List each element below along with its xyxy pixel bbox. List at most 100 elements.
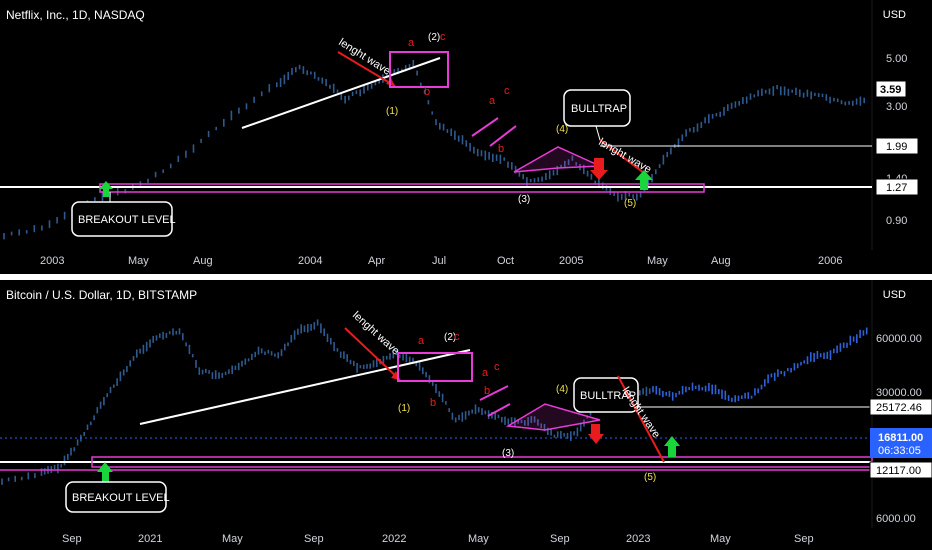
chart-title: Netflix, Inc., 1D, NASDAQ bbox=[6, 8, 145, 22]
price-candle bbox=[492, 153, 494, 162]
price-candle bbox=[442, 123, 445, 131]
price-candle bbox=[517, 419, 519, 424]
breakout-callout bbox=[65, 481, 167, 513]
bitcoin-chart-canvas[interactable]: 60000.00 30000.00 6000.00 lenght wave (2… bbox=[0, 280, 932, 550]
price-candle bbox=[458, 414, 460, 421]
price-candle bbox=[510, 417, 513, 424]
abc-label-b: b bbox=[498, 143, 504, 155]
netflix-chart-panel[interactable]: 5.00 3.00 1.40 0.90 lenght wave (2) a b … bbox=[0, 0, 932, 274]
price-candle bbox=[18, 229, 20, 236]
trend-line bbox=[139, 349, 471, 425]
price-candle bbox=[439, 122, 441, 130]
price-candle bbox=[501, 416, 503, 423]
price-candle bbox=[234, 365, 237, 370]
price-candle bbox=[431, 381, 434, 386]
price-candle bbox=[570, 431, 572, 441]
price-candle bbox=[494, 412, 496, 420]
level-price-label: 25172.46 bbox=[876, 402, 922, 414]
correction-line bbox=[487, 403, 511, 417]
wave-label-4: (4) bbox=[556, 124, 568, 135]
wave-label-5: (5) bbox=[644, 472, 656, 483]
price-candle bbox=[307, 324, 309, 333]
price-candle bbox=[175, 330, 178, 335]
price-candle bbox=[749, 93, 752, 100]
level-price-badge bbox=[875, 178, 919, 196]
price-candle bbox=[511, 162, 513, 170]
wave-4-channel bbox=[505, 403, 601, 431]
price-candle bbox=[165, 333, 168, 338]
price-candle bbox=[450, 128, 452, 137]
price-candle bbox=[147, 178, 149, 183]
current-price-badge bbox=[875, 80, 907, 98]
price-candle bbox=[94, 197, 96, 201]
price-candle bbox=[416, 70, 418, 76]
price-candle bbox=[757, 90, 759, 97]
price-candle bbox=[776, 85, 778, 90]
price-candle bbox=[526, 177, 528, 187]
netflix-chart-canvas[interactable]: 5.00 3.00 1.40 0.90 lenght wave (2) a b … bbox=[0, 0, 932, 274]
price-candle bbox=[747, 392, 750, 399]
correction-line bbox=[489, 125, 517, 147]
price-candle bbox=[247, 358, 250, 362]
price-candle bbox=[865, 327, 868, 335]
price-candle bbox=[188, 344, 191, 355]
abc-label-c: c bbox=[494, 361, 500, 373]
price-candle bbox=[48, 220, 51, 228]
price-candle bbox=[14, 475, 16, 482]
price-candle bbox=[689, 128, 691, 132]
level-price-label: 1.99 bbox=[886, 141, 907, 153]
price-candle bbox=[332, 83, 335, 93]
price-candle bbox=[795, 87, 797, 95]
price-candle bbox=[399, 354, 401, 358]
price-candle bbox=[598, 178, 600, 188]
time-axis-label: Jul bbox=[432, 255, 446, 267]
price-candle bbox=[336, 89, 339, 93]
price-candle bbox=[177, 155, 180, 162]
price-candle bbox=[122, 369, 125, 376]
price-candle bbox=[90, 421, 92, 426]
time-axis-label: May bbox=[128, 255, 149, 267]
price-candle bbox=[40, 468, 43, 476]
price-candle bbox=[149, 339, 151, 348]
price-candle bbox=[810, 352, 812, 362]
price-candle bbox=[484, 150, 487, 161]
price-candle bbox=[810, 91, 812, 100]
price-candle bbox=[195, 360, 197, 368]
breakout-callout bbox=[71, 201, 173, 237]
time-axis-label: Apr bbox=[368, 255, 385, 267]
price-candle bbox=[178, 328, 181, 335]
price-candle bbox=[182, 333, 184, 341]
price-candle bbox=[76, 439, 79, 446]
price-candle bbox=[825, 94, 828, 101]
price-candle bbox=[520, 419, 523, 424]
price-candle bbox=[533, 178, 536, 183]
price-candle bbox=[316, 319, 319, 326]
price-candle bbox=[86, 424, 89, 430]
time-axis-label: May bbox=[710, 533, 731, 545]
price-candle bbox=[264, 351, 266, 355]
price-candle bbox=[545, 172, 547, 181]
bitcoin-chart-panel[interactable]: 60000.00 30000.00 6000.00 lenght wave (2… bbox=[0, 280, 932, 550]
price-candle bbox=[408, 64, 411, 70]
price-candle bbox=[356, 363, 358, 373]
price-candle bbox=[310, 324, 312, 331]
price-candle bbox=[372, 360, 375, 368]
time-axis-label: Sep bbox=[794, 533, 814, 545]
price-candle bbox=[636, 193, 638, 201]
panel-divider[interactable] bbox=[0, 274, 932, 280]
price-candle bbox=[385, 355, 388, 360]
price-candle bbox=[359, 365, 362, 369]
price-candle bbox=[715, 113, 718, 117]
price-candle bbox=[445, 401, 447, 405]
price-candle bbox=[367, 84, 369, 91]
price-candle bbox=[817, 93, 820, 97]
price-candle bbox=[353, 360, 355, 366]
price-candle bbox=[691, 382, 694, 391]
price-candle bbox=[692, 127, 695, 133]
price-candle bbox=[685, 386, 687, 393]
wave-2-box bbox=[397, 352, 473, 382]
price-candle bbox=[412, 357, 414, 364]
wave-4-channel bbox=[513, 146, 601, 173]
price-candle bbox=[731, 397, 733, 402]
price-candle bbox=[507, 418, 510, 425]
